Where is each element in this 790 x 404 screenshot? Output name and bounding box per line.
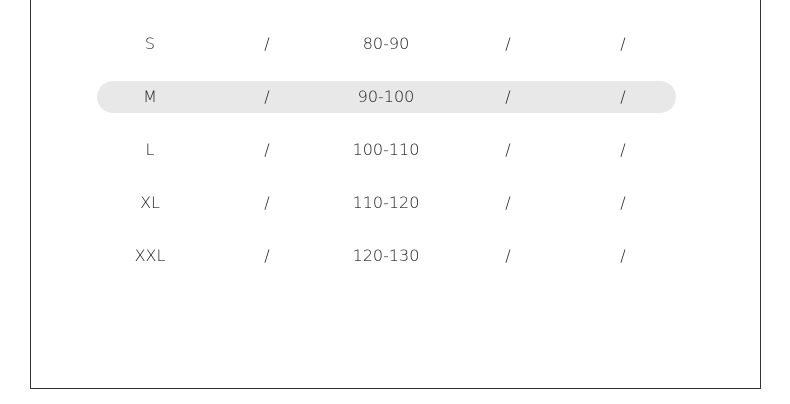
table-cell: / — [264, 34, 270, 53]
table-cell: / — [505, 34, 511, 53]
table-cell: / — [264, 246, 270, 265]
table-row: XL / 110-120 / / — [0, 188, 790, 218]
table-cell: / — [620, 246, 626, 265]
table-row: XXL / 120-130 / / — [0, 241, 790, 271]
table-cell: 110-120 — [352, 193, 420, 212]
table-cell: 80-90 — [362, 34, 410, 53]
table-row: S / 80-90 / / — [0, 29, 790, 59]
table-cell: / — [505, 246, 511, 265]
table-cell: 120-130 — [352, 246, 420, 265]
highlighted-row-background — [97, 81, 676, 113]
table-cell: / — [620, 87, 626, 106]
table-cell: / — [264, 140, 270, 159]
table-cell: 100-110 — [352, 140, 420, 159]
table-cell: / — [505, 87, 511, 106]
table-cell: / — [620, 34, 626, 53]
size-chart-frame — [30, 0, 761, 389]
table-cell: / — [505, 140, 511, 159]
table-cell: S — [144, 34, 156, 53]
table-cell: 90-100 — [357, 87, 415, 106]
table-cell: / — [505, 193, 511, 212]
table-cell: XXL — [134, 246, 166, 265]
table-row: M / 90-100 / / — [0, 82, 790, 112]
table-cell: / — [620, 193, 626, 212]
table-cell: / — [264, 193, 270, 212]
table-cell: M — [143, 87, 157, 106]
table-row: L / 100-110 / / — [0, 135, 790, 165]
table-cell: XL — [140, 193, 160, 212]
table-cell: / — [620, 140, 626, 159]
table-cell: / — [264, 87, 270, 106]
table-cell: L — [145, 140, 155, 159]
